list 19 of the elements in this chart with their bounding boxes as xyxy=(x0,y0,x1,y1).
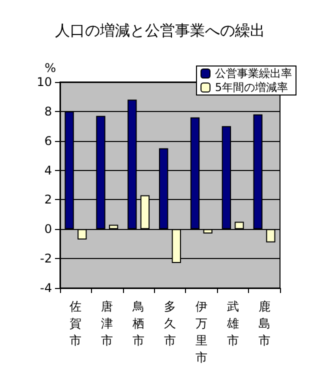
y-tick-label: -4 xyxy=(40,281,52,295)
legend-label: 5年間の増減率 xyxy=(215,81,288,94)
x-tick-label: 鳥栖市 xyxy=(132,300,145,348)
chart-title: 人口の増減と公営事業への繰出 xyxy=(55,22,265,40)
y-tick-label: 8 xyxy=(44,104,52,118)
y-axis-title: % xyxy=(44,61,56,75)
y-tick-label: 4 xyxy=(44,163,52,178)
x-tick-label: 武雄市 xyxy=(226,300,239,348)
x-tick-label: 鹿島市 xyxy=(258,300,270,348)
legend-label: 公営事業繰出率 xyxy=(215,67,292,80)
x-tick-label: 多久市 xyxy=(164,300,176,348)
x-tick-label: 唐津市 xyxy=(101,300,114,348)
y-tick-label: 6 xyxy=(44,134,52,148)
x-tick-label: 佐賀市 xyxy=(70,300,82,348)
y-tick-label: 2 xyxy=(44,192,52,207)
x-tick-label: 伊万里市 xyxy=(195,300,208,364)
y-tick-label: -2 xyxy=(40,252,52,266)
y-tick-label: 0 xyxy=(44,222,52,236)
y-tick-label: 10 xyxy=(36,75,52,89)
